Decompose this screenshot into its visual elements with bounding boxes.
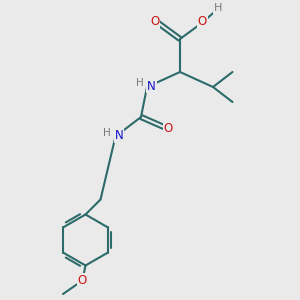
Text: O: O [164,122,172,136]
Text: O: O [151,15,160,28]
Text: H: H [214,3,222,14]
Text: N: N [147,80,156,93]
Text: O: O [198,15,207,28]
Text: H: H [136,78,143,88]
Text: N: N [115,129,124,142]
Text: H: H [103,128,111,138]
Text: O: O [78,274,87,287]
